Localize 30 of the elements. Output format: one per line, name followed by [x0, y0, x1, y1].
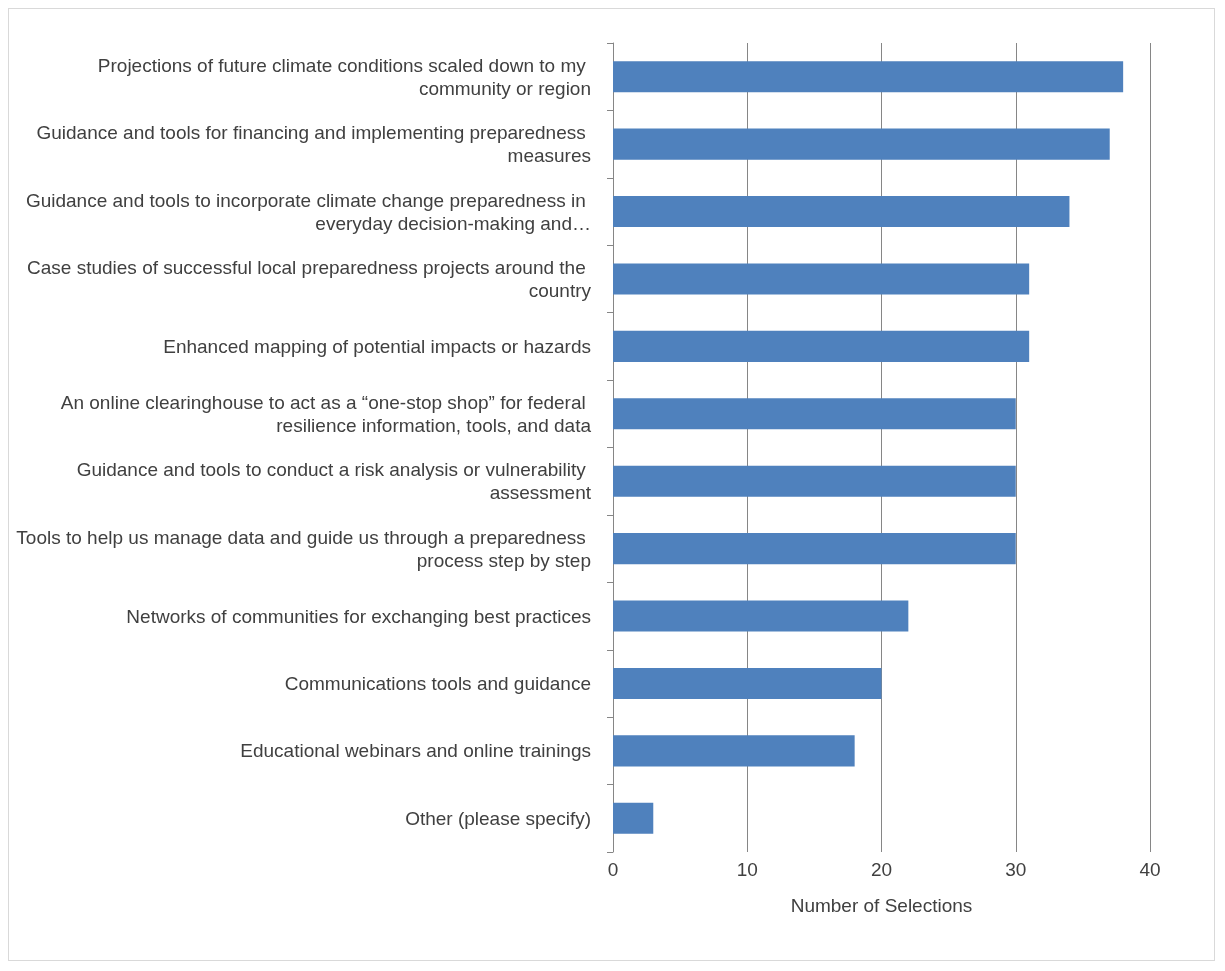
y-tick-label: Guidance and tools to incorporate climate change preparedness in everyday decision-making and…: [25, 189, 591, 234]
y-tick-label: Projections of future climate conditions scaled down to my community or region: [97, 54, 591, 99]
bar: [613, 330, 1030, 362]
bar: [613, 61, 1124, 93]
bar: [613, 735, 855, 767]
bar: [613, 398, 1016, 430]
y-tick-label: Networks of communities for exchanging best practices: [126, 605, 591, 627]
y-tick-label: Enhanced mapping of potential impacts or hazards: [163, 335, 591, 357]
x-tick-label: 20: [870, 859, 893, 880]
x-tick-label: 10: [736, 859, 758, 880]
bar: [613, 600, 909, 632]
y-tick-label: Other (please specify): [405, 807, 591, 829]
y-tick-label: Educational webinars and online trainings: [240, 740, 591, 762]
y-tick-label: Guidance and tools to conduct a risk analysis or vulnerability assessment: [76, 459, 592, 504]
x-tick-label: 30: [1005, 859, 1027, 880]
y-tick-label: Guidance and tools for financing and implementing preparedness measures: [36, 122, 591, 167]
bar: [613, 465, 1016, 497]
bar: [613, 196, 1070, 228]
x-axis-title: Number of Selections: [790, 895, 973, 916]
bar: [613, 667, 882, 699]
bar: [613, 128, 1110, 160]
y-tick-label: An online clearinghouse to act as a “one-stop shop” for federal resilience information, tools, and data: [60, 391, 592, 436]
x-tick-label: 40: [1139, 859, 1161, 880]
y-tick-label: Communications tools and guidance: [284, 672, 591, 694]
bar: [613, 802, 654, 834]
x-tick-label: 0: [607, 859, 619, 880]
bar: [613, 263, 1030, 295]
bar: [613, 533, 1016, 565]
y-tick-label: Tools to help us manage data and guide us through a preparedness process step by step: [16, 526, 591, 571]
y-tick-label: Case studies of successful local preparedness projects around the country: [27, 256, 592, 301]
